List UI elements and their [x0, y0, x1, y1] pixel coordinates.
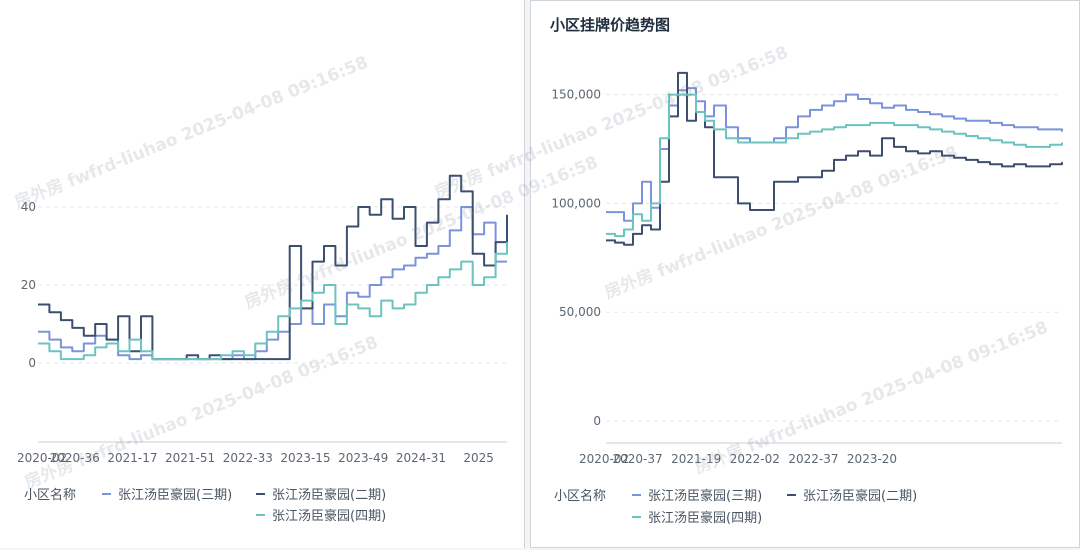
y-tick-label: 150,000 [551, 88, 601, 102]
legend-title: 小区名称 [554, 488, 606, 504]
series-line [606, 71, 1063, 246]
x-tick-label: 2024-31 [396, 451, 446, 465]
series-line [606, 93, 1063, 238]
x-tick-label: 2023-15 [280, 451, 330, 465]
y-tick-label: 0 [28, 356, 36, 370]
legend-item-label: 张江汤臣豪园(二期) [803, 488, 917, 504]
x-tick-label: 2022-02 [730, 452, 780, 466]
x-tick-label: 2020-02 [579, 452, 629, 466]
x-tick-label: 2021-51 [165, 451, 215, 465]
series-line [38, 242, 508, 361]
x-tick-label: 2021-19 [671, 452, 721, 466]
x-tick-label: 2020-02 [17, 451, 67, 465]
x-tick-label: 2021-17 [107, 451, 157, 465]
x-tick-label: 2025 [463, 451, 494, 465]
left-chart-panel: 0 20 40 2020-02 2020-36 2021-17 2021-51 2022-33… [0, 0, 525, 548]
x-tick-label: 2020-37 [613, 452, 663, 466]
legend-item-label: 张江汤臣豪园(三期) [648, 488, 762, 504]
y-tick-label: 50,000 [559, 305, 601, 319]
x-tick-label: 2022-37 [788, 452, 838, 466]
legend-item-label: 张江汤臣豪园(四期) [648, 510, 762, 526]
x-tick-label: 2022-33 [223, 451, 273, 465]
y-tick-label: 100,000 [551, 196, 601, 210]
x-tick-label: 2020-36 [50, 451, 100, 465]
x-tick-label: 2023-20 [847, 452, 897, 466]
x-tick-label: 2023-49 [338, 451, 388, 465]
y-tick-label: 40 [21, 200, 36, 214]
legend-title: 小区名称 [24, 487, 76, 503]
y-tick-label: 0 [593, 414, 601, 428]
right-chart-panel: 小区挂牌价趋势图 0 50,000 100,000 150,000 2020-02 202… [530, 0, 1080, 548]
legend-item-label: 张江汤臣豪园(四期) [272, 508, 386, 524]
legend-item-label: 张江汤臣豪园(三期) [118, 487, 232, 503]
series-line [38, 174, 508, 361]
chart-title: 小区挂牌价趋势图 [550, 16, 671, 34]
y-tick-label: 20 [21, 278, 36, 292]
legend-item-label: 张江汤臣豪园(二期) [272, 487, 386, 503]
series-line [38, 206, 507, 361]
series-line [606, 87, 1063, 222]
